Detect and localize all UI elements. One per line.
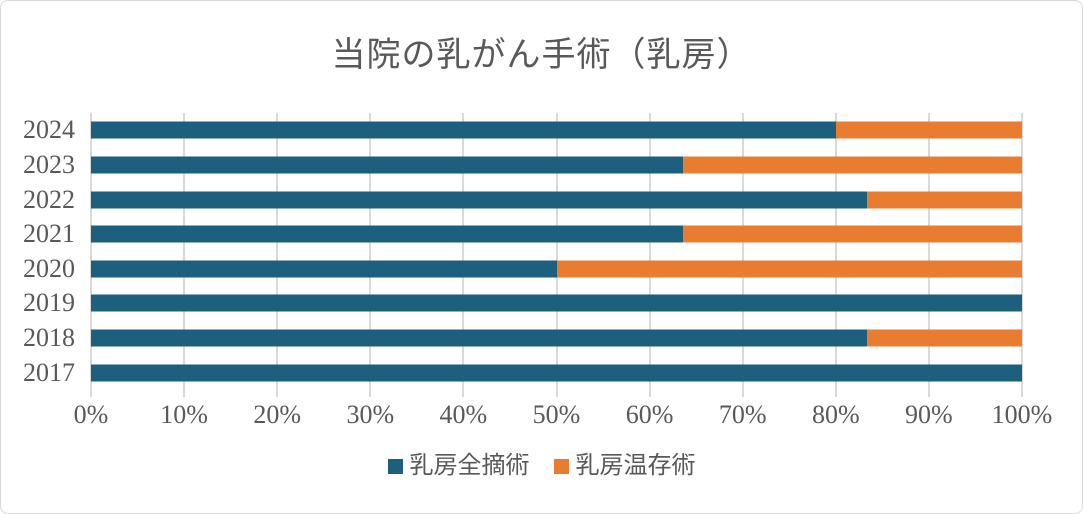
bar-track	[91, 156, 1022, 174]
bar-track	[91, 191, 1022, 209]
x-axis-tick-label: 20%	[253, 400, 302, 429]
legend-label: 乳房全摘術	[409, 453, 530, 479]
bar-row: 2019	[23, 286, 1022, 321]
x-axis-tick-label: 50%	[532, 400, 581, 429]
bar-segment-breast-conserving	[683, 225, 1022, 243]
bar-track	[91, 121, 1022, 139]
bar-row: 2020	[23, 252, 1022, 287]
gridline	[834, 113, 837, 397]
bar-row: 2018	[23, 321, 1022, 356]
plot-area: 2024 2023 2022 2021 2020 2019 2018 2017	[23, 113, 1023, 397]
gridline	[555, 113, 558, 397]
category-label: 2024	[23, 115, 75, 145]
x-axis-tick-label: 10%	[160, 400, 208, 429]
bar-segment-mastectomy	[91, 121, 836, 139]
gridline	[276, 113, 279, 397]
bar-segment-mastectomy	[91, 364, 1022, 382]
bar-segment-breast-conserving	[556, 260, 1022, 278]
category-label: 2022	[23, 184, 75, 214]
bar-track	[91, 294, 1022, 312]
legend-item-mastectomy: 乳房全摘術	[387, 453, 530, 479]
x-axis-tick-label: 60%	[625, 400, 674, 429]
gridline	[1021, 113, 1023, 397]
gridline	[741, 113, 744, 397]
bar-track	[91, 329, 1022, 347]
category-label: 2023	[23, 149, 75, 179]
category-label: 2020	[23, 253, 75, 283]
x-axis-tick-label: 40%	[439, 400, 488, 429]
bar-row: 2021	[23, 217, 1022, 252]
category-label: 2017	[23, 357, 75, 387]
category-label: 2019	[23, 288, 75, 318]
x-axis-tick-label: 90%	[905, 400, 953, 429]
x-axis-tick-label: 80%	[811, 400, 860, 429]
bar-row: 2017	[23, 355, 1022, 390]
bar-segment-mastectomy	[91, 191, 867, 209]
gridline	[462, 113, 465, 397]
x-axis: 0% 10% 20% 30% 40% 50% 60% 70% 80% 90% 100%	[74, 400, 1053, 432]
gridline	[90, 113, 92, 397]
category-label: 2018	[23, 323, 75, 353]
category-label: 2021	[23, 219, 75, 249]
bar-segment-breast-conserving	[683, 156, 1022, 174]
bar-row: 2022	[23, 182, 1022, 217]
legend-marker-icon	[553, 458, 569, 474]
x-axis-tick-label: 70%	[718, 400, 767, 429]
gridline	[648, 113, 651, 397]
bar-track	[91, 364, 1022, 382]
gridline	[927, 113, 930, 397]
chart-title: 当院の乳がん手術（乳房）	[331, 37, 752, 74]
x-axis-tick-label: 100%	[991, 400, 1053, 429]
bar-segment-mastectomy	[91, 260, 557, 278]
bar-row: 2024	[23, 113, 1022, 148]
gridline	[369, 113, 372, 397]
legend-item-breast-conserving: 乳房温存術	[553, 453, 696, 479]
bar-segment-mastectomy	[91, 329, 867, 347]
x-axis-tick-label: 30%	[346, 400, 395, 429]
legend-label: 乳房温存術	[575, 453, 696, 479]
gridline	[183, 113, 186, 397]
legend-marker-icon	[387, 458, 403, 474]
bar-segment-breast-conserving	[866, 191, 1022, 209]
bar-segment-mastectomy	[91, 294, 1022, 312]
legend: 乳房全摘術 乳房温存術	[1, 454, 1082, 478]
bar-row: 2023	[23, 148, 1022, 183]
bar-segment-mastectomy	[91, 156, 684, 174]
bar-track	[91, 260, 1022, 278]
bar-track	[91, 225, 1022, 243]
x-axis-tick-label: 0%	[73, 400, 109, 429]
bar-segment-mastectomy	[91, 225, 684, 243]
bar-segment-breast-conserving	[866, 329, 1022, 347]
bar-segment-breast-conserving	[835, 121, 1022, 139]
